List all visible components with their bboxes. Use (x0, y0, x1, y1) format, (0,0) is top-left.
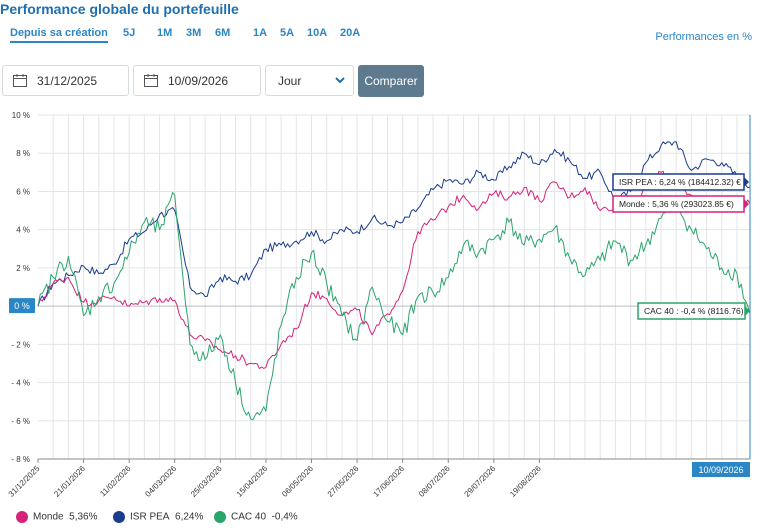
legend-swatch-cac-40 (214, 511, 226, 523)
legend-value-isr-pea: 6,24% (175, 511, 204, 523)
end-date-field[interactable]: 10/09/2026 (133, 65, 261, 96)
legend-item-monde[interactable]: Monde 5,36% (16, 511, 98, 523)
zero-label-box (9, 298, 35, 314)
period-1m[interactable]: 1M (157, 27, 173, 39)
period-1y[interactable]: 1A (253, 27, 268, 39)
y-tick-label: - 2 % (11, 340, 30, 349)
x-tick-label: 11/02/2026 (98, 464, 133, 499)
tooltip-text-cac: CAC 40 : -0,4 % (8116.76) (644, 306, 744, 316)
x-tick-label: 08/07/2026 (417, 464, 452, 499)
x-tick-label: 31/12/2025 (7, 464, 42, 499)
calendar-icon (13, 74, 27, 87)
legend-swatch-isr-pea (113, 511, 125, 523)
period-10y[interactable]: 10A (307, 27, 328, 39)
page-title: Performance globale du portefeuille (0, 1, 239, 17)
period-6m[interactable]: 6M (215, 27, 231, 39)
period-since-creation[interactable]: Depuis sa création (10, 27, 108, 43)
legend-label-monde: Monde (33, 511, 64, 523)
tooltip-text-isr: ISR PEA : 6,24 % (184412.32) € (619, 177, 741, 187)
legend-label-isr-pea: ISR PEA (130, 511, 170, 523)
x-tick-label: 17/06/2026 (371, 464, 406, 499)
cursor-date-label: 10/09/2026 (698, 465, 743, 475)
legend-item-cac-40[interactable]: CAC 40 -0,4% (214, 511, 298, 523)
tooltip-pointer-monde (744, 199, 749, 209)
period-5d[interactable]: 5J (123, 27, 136, 39)
compare-button[interactable]: Comparer (358, 65, 424, 97)
granularity-select[interactable]: Jour (265, 65, 354, 96)
tooltip-pointer-isr (744, 177, 749, 187)
x-tick-label: 27/05/2026 (326, 464, 361, 499)
x-tick-label: 15/04/2026 (235, 464, 270, 499)
x-tick-label: 19/08/2026 (508, 464, 543, 499)
legend-label-cac-40: CAC 40 (231, 511, 267, 523)
period-20y[interactable]: 20A (340, 27, 361, 39)
legend-value-cac-40: -0,4% (271, 511, 298, 523)
tooltip-pointer-cac (745, 306, 750, 316)
y-tick-label: - 6 % (11, 417, 30, 426)
y-tick-label: 8 % (16, 149, 30, 158)
x-tick-label: 06/05/2026 (280, 464, 315, 499)
performance-unit-label: Performances en % (655, 31, 752, 43)
x-tick-label: 25/03/2026 (189, 464, 224, 499)
y-tick-label: 4 % (16, 226, 30, 235)
start-date-field[interactable]: 31/12/2025 (2, 65, 129, 96)
x-tick-label: 21/01/2026 (52, 464, 87, 499)
x-tick-label: 29/07/2026 (463, 464, 498, 499)
start-date-value: 31/12/2025 (37, 74, 98, 88)
series-line-cac (37, 192, 751, 421)
zero-label: 0 % (14, 301, 30, 311)
granularity-value: Jour (278, 74, 302, 88)
period-5y[interactable]: 5A (280, 27, 295, 39)
tooltip-text-monde: Monde : 5,36 % (293023.85 €) (619, 199, 734, 209)
y-tick-label: - 8 % (11, 455, 30, 464)
y-tick-label: 10 % (12, 111, 30, 120)
calendar-icon (144, 74, 158, 87)
end-date-value: 10/09/2026 (168, 74, 229, 88)
legend-swatch-monde (16, 511, 28, 523)
period-3m[interactable]: 3M (186, 27, 202, 39)
legend-value-monde: 5,36% (69, 511, 98, 523)
y-tick-label: 6 % (16, 187, 30, 196)
legend-item-isr-pea[interactable]: ISR PEA 6,24% (113, 511, 203, 523)
chevron-down-icon (335, 77, 345, 84)
y-tick-label: - 4 % (11, 379, 30, 388)
y-tick-label: 2 % (16, 264, 30, 273)
cursor-date-box (692, 462, 750, 477)
x-tick-label: 04/03/2026 (143, 464, 178, 499)
